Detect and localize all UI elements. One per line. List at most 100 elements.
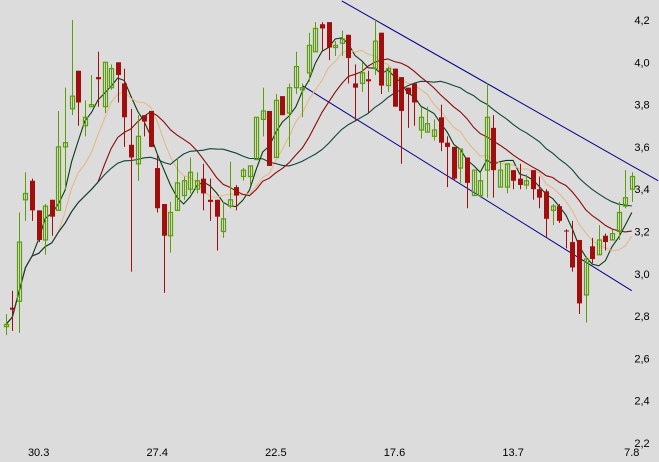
moving-average-line-2 [5, 49, 633, 325]
candle-body-up [609, 233, 616, 241]
candle-body-down [208, 199, 213, 202]
candle-body-down [50, 199, 55, 217]
candle [10, 290, 15, 331]
candle-body-down [557, 206, 562, 221]
candle [518, 163, 523, 190]
candle-body-up [167, 211, 174, 237]
candle [491, 115, 496, 198]
candle [267, 110, 272, 166]
candle [30, 178, 35, 221]
candle-body-up [227, 199, 234, 207]
candle [215, 199, 220, 251]
candle [327, 22, 332, 61]
candle [69, 20, 76, 116]
candle [167, 201, 174, 253]
candle-body-up [220, 218, 227, 233]
y-tick-label: 3,8 [634, 100, 649, 112]
candle [616, 201, 623, 240]
candle-body-down [155, 168, 160, 209]
candle-body-up [372, 40, 379, 70]
candle [504, 163, 511, 194]
candle [596, 225, 603, 256]
candle [42, 204, 49, 255]
candle [102, 61, 109, 114]
y-tick-label: 2,8 [634, 311, 649, 323]
candle [471, 169, 478, 197]
candle [320, 22, 325, 52]
candle [37, 210, 42, 243]
candle-body-up [273, 99, 280, 159]
candle [577, 239, 582, 314]
candle-body-up [596, 239, 603, 256]
candle-body-up [622, 197, 629, 207]
candle-body-down [76, 70, 81, 103]
candle-body-up [174, 182, 181, 211]
candle-body-up [194, 180, 201, 190]
candle [353, 64, 358, 122]
candle-body-down [465, 157, 470, 183]
x-tick-label: 17.6 [384, 447, 405, 459]
y-tick-label: 3,6 [634, 142, 649, 154]
x-tick-label: 7.8 [624, 447, 639, 459]
candle [96, 51, 101, 107]
channel-line-upper [341, 0, 659, 182]
y-tick-label: 2,2 [634, 438, 649, 450]
candle-body-up [108, 68, 115, 89]
candle [609, 229, 616, 241]
candle [299, 83, 306, 118]
candle [583, 256, 590, 323]
candle-body-down [142, 115, 147, 122]
candle [457, 148, 464, 183]
candle [465, 157, 470, 209]
candle-body-down [327, 22, 332, 48]
candle-body-up [583, 258, 590, 296]
candle-body-up [247, 165, 254, 178]
candle [149, 110, 154, 147]
candle-body-down [122, 83, 127, 118]
candle [293, 51, 300, 95]
candle [603, 233, 608, 251]
candle [418, 106, 425, 139]
candles [3, 20, 636, 336]
candle-body-down [30, 180, 35, 211]
candle-body-up [260, 110, 267, 121]
moving-average-line-4 [5, 80, 632, 325]
candle-body-down [537, 189, 542, 198]
candle [406, 87, 411, 128]
candle-body-down [412, 83, 417, 103]
candle [431, 119, 438, 141]
candle-body-down [366, 79, 371, 82]
candle-body-down [149, 110, 154, 147]
x-tick-label: 22.5 [265, 447, 286, 459]
y-axis: 4,2 4,0 3,8 3,6 3,4 3,2 3,0 2,8 2,6 2,4 2,2 [634, 15, 649, 450]
x-tick-label: 30.3 [28, 447, 49, 459]
candle-body-up [431, 129, 438, 137]
candle-body-down [129, 144, 134, 158]
candle-body-down [234, 187, 239, 196]
candle [379, 32, 384, 95]
candle [201, 163, 206, 211]
candle [220, 201, 227, 238]
candle [116, 62, 121, 103]
candle-body-up [240, 169, 247, 178]
candle [162, 204, 167, 293]
candle [523, 174, 530, 190]
candle-body-up [504, 163, 511, 188]
candle-body-down [96, 77, 101, 80]
candle [531, 170, 536, 200]
candle-body-up [3, 323, 10, 328]
candle [76, 70, 81, 126]
candle [273, 94, 280, 159]
candle [240, 168, 247, 181]
candle-body-down [511, 170, 516, 181]
candle [312, 22, 319, 53]
candle [332, 41, 339, 56]
candle [16, 212, 23, 334]
candle [339, 30, 346, 56]
candle [412, 83, 417, 126]
candle [306, 32, 313, 82]
candle-body-down [353, 83, 358, 88]
candle-body-up [385, 68, 392, 87]
candle-body-down [406, 87, 411, 95]
